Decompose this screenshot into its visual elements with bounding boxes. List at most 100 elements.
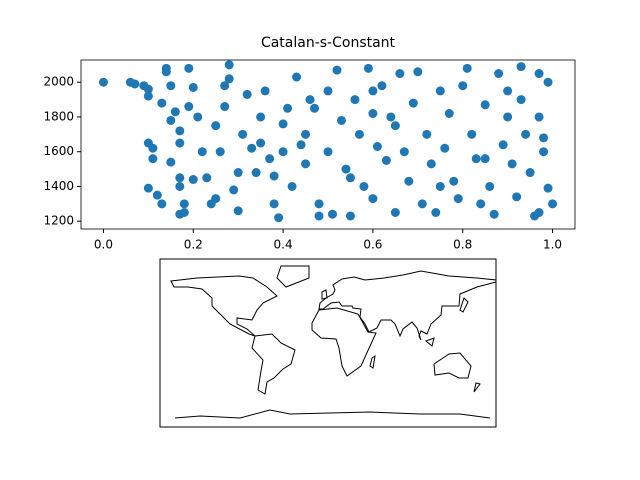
scatter-point — [521, 129, 531, 139]
coastline — [276, 265, 310, 288]
y-tick-label: 2000 — [43, 75, 74, 89]
scatter-point — [278, 147, 288, 157]
scatter-point — [485, 181, 495, 191]
scatter-point — [449, 176, 459, 186]
scatter-point — [269, 199, 279, 209]
scatter-point — [292, 72, 302, 82]
scatter-point — [287, 181, 297, 191]
world-map — [159, 258, 497, 428]
scatter-point — [323, 147, 333, 157]
scatter-point — [220, 81, 230, 91]
scatter-point — [404, 176, 414, 186]
scatter-point — [381, 155, 391, 165]
scatter-point — [390, 121, 400, 131]
scatter-point — [269, 171, 279, 181]
scatter-point — [534, 69, 544, 79]
scatter-point — [251, 168, 261, 178]
scatter-point — [359, 181, 369, 191]
scatter-point — [175, 138, 185, 148]
scatter-point — [265, 154, 275, 164]
scatter-point — [283, 103, 293, 113]
x-tick-label: 0.0 — [94, 238, 113, 252]
scatter-point — [368, 194, 378, 204]
scatter-point — [525, 168, 535, 178]
scatter-point — [507, 159, 517, 169]
scatter-point — [354, 129, 364, 139]
scatter-point — [471, 154, 481, 164]
scatter-point — [494, 69, 504, 79]
scatter-point — [175, 209, 185, 219]
scatter-point — [157, 98, 167, 108]
scatter-point — [327, 209, 337, 219]
scatter-point — [372, 141, 382, 151]
scatter-point — [480, 100, 490, 110]
scatter-point — [148, 154, 158, 164]
scatter-point — [548, 199, 558, 209]
map-frame — [159, 258, 497, 428]
scatter-point — [301, 129, 311, 139]
scatter-point — [305, 95, 315, 105]
y-tick-label: 1200 — [43, 214, 74, 228]
scatter-point — [323, 86, 333, 96]
coastline — [174, 409, 491, 419]
scatter-point — [435, 86, 445, 96]
scatter-point — [453, 194, 463, 204]
scatter-point — [413, 67, 423, 77]
scatter-point — [503, 112, 513, 122]
scatter-point — [278, 119, 288, 129]
scatter-point — [166, 157, 176, 167]
scatter-point — [314, 199, 324, 209]
scatter-point — [426, 159, 436, 169]
scatter-point — [188, 174, 198, 184]
scatter-point — [440, 143, 450, 153]
scatter-point — [534, 207, 544, 217]
scatter-point — [422, 129, 432, 139]
scatter-plot: 0.0 0.2 0.4 0.6 0.8 1.0 1200 1400 1600 1800 2000 — [43, 59, 576, 252]
scatter-point — [157, 199, 167, 209]
scatter-point — [458, 81, 468, 91]
scatter-point — [444, 108, 454, 118]
scatter-point — [408, 98, 418, 108]
scatter-point — [256, 138, 266, 148]
scatter-point — [368, 86, 378, 96]
scatter-point — [301, 159, 311, 169]
scatter-point — [175, 126, 185, 136]
scatter-point — [161, 63, 171, 73]
coastline — [433, 352, 472, 379]
scatter-point — [184, 63, 194, 73]
scatter-point — [462, 63, 472, 73]
scatter-point — [224, 74, 234, 84]
x-tick-label: 1.0 — [543, 238, 562, 252]
scatter-point — [296, 140, 306, 150]
x-tick-label: 0.2 — [184, 238, 203, 252]
scatter-point — [539, 133, 549, 143]
scatter-point — [543, 183, 553, 193]
scatter-point — [512, 192, 522, 202]
scatter-point — [345, 211, 355, 221]
scatter-point — [152, 190, 162, 200]
scatter-point — [431, 207, 441, 217]
scatter-point — [179, 199, 189, 209]
scatter-point — [202, 173, 212, 183]
scatter-point — [345, 173, 355, 183]
scatter-point — [256, 112, 266, 122]
coastline — [251, 333, 296, 395]
scatter-point — [435, 181, 445, 191]
scatter-point — [197, 147, 207, 157]
scatter-point — [336, 115, 346, 125]
scatter-point — [175, 173, 185, 183]
scatter-point — [98, 77, 108, 87]
scatter-point — [332, 65, 342, 75]
scatter-point — [395, 69, 405, 79]
scatter-point — [467, 129, 477, 139]
scatter-point — [166, 81, 176, 91]
scatter-point — [229, 185, 239, 195]
scatter-point — [148, 143, 158, 153]
y-tick-label: 1800 — [43, 109, 74, 123]
scatter-point — [386, 112, 396, 122]
scatter-point — [220, 102, 230, 112]
scatter-point — [215, 147, 225, 157]
scatter-point — [503, 86, 513, 96]
scatter-point — [363, 63, 373, 73]
scatter-point — [211, 121, 221, 131]
